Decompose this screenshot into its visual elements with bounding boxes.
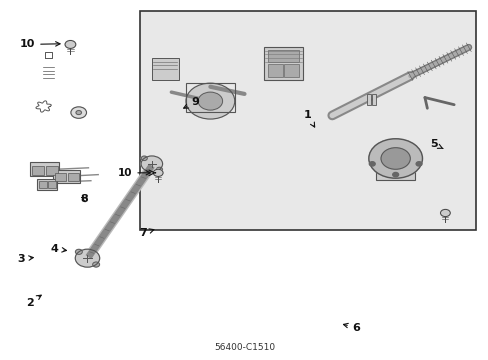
Bar	[366, 94, 370, 105]
Circle shape	[153, 169, 163, 176]
Bar	[371, 94, 375, 105]
Text: 1: 1	[304, 111, 314, 127]
Circle shape	[76, 111, 81, 114]
Text: 56400-C1510: 56400-C1510	[214, 343, 274, 352]
Bar	[185, 83, 234, 112]
Text: 7: 7	[139, 228, 154, 238]
Circle shape	[440, 210, 449, 217]
Text: 4: 4	[50, 244, 66, 254]
Circle shape	[198, 92, 222, 110]
Bar	[267, 50, 299, 62]
Bar	[375, 162, 414, 180]
Text: 6: 6	[343, 323, 360, 333]
Bar	[264, 47, 303, 80]
Text: 9: 9	[183, 97, 199, 108]
Text: 5: 5	[429, 139, 442, 149]
Bar	[55, 173, 66, 181]
Text: 8: 8	[81, 194, 88, 204]
Bar	[46, 166, 58, 175]
Circle shape	[156, 167, 162, 172]
Text: 2: 2	[26, 295, 41, 308]
Circle shape	[93, 262, 100, 267]
Bar	[68, 173, 79, 181]
Bar	[53, 170, 80, 183]
Circle shape	[185, 83, 234, 119]
Circle shape	[380, 148, 409, 169]
Circle shape	[141, 156, 162, 172]
Bar	[37, 179, 57, 190]
Text: 3: 3	[18, 254, 33, 264]
Circle shape	[65, 41, 76, 48]
Circle shape	[71, 107, 86, 118]
Bar	[140, 12, 475, 230]
Circle shape	[415, 162, 421, 166]
Bar	[284, 64, 299, 77]
Circle shape	[368, 139, 422, 178]
Circle shape	[75, 249, 82, 255]
Circle shape	[392, 172, 398, 177]
Bar	[30, 162, 59, 176]
Bar	[48, 181, 56, 188]
Bar	[267, 64, 282, 77]
Text: 10: 10	[118, 168, 150, 178]
Text: 10: 10	[20, 40, 60, 49]
Circle shape	[368, 162, 374, 166]
Circle shape	[75, 249, 100, 267]
Bar	[39, 181, 47, 188]
Bar	[32, 166, 43, 175]
Bar	[152, 58, 178, 80]
Circle shape	[141, 156, 147, 161]
